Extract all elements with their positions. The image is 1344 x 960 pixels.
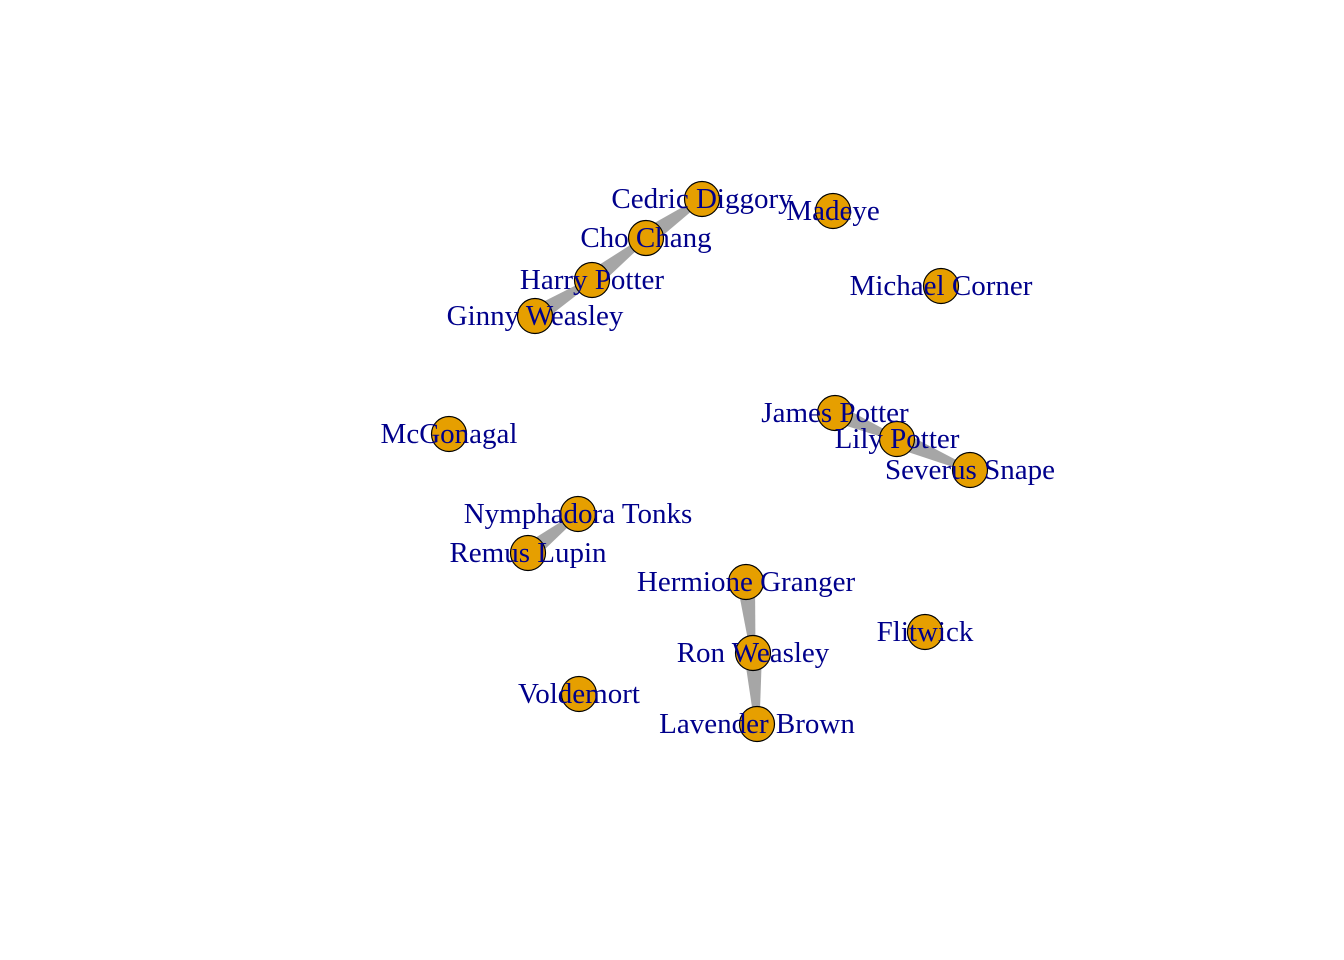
node-lavender (738, 705, 776, 743)
node-label-harry: Harry Potter (520, 264, 664, 296)
node-label-mcgonagal: McGonagal (381, 418, 518, 450)
node-lily (878, 420, 916, 458)
node-madeye (814, 192, 852, 230)
node-cho (627, 219, 665, 257)
node-james (816, 394, 854, 432)
node-severus (951, 451, 989, 489)
node-label-james: James Potter (761, 397, 909, 429)
node-label-voldemort: Voldemort (518, 678, 640, 710)
node-label-cedric: Cedric Diggory (611, 183, 793, 215)
node-ron (734, 634, 772, 672)
node-flitwick (906, 613, 944, 651)
node-label-remus: Remus Lupin (449, 537, 607, 569)
node-label-ginny: Ginny Weasley (447, 300, 624, 332)
node-voldemort (560, 675, 598, 713)
node-remus (509, 534, 547, 572)
node-label-flitwick: Flitwick (877, 616, 974, 648)
node-label-tonks: Nymphadora Tonks (464, 498, 693, 530)
node-label-hermione: Hermione Granger (637, 566, 856, 598)
node-hermione (727, 563, 765, 601)
node-label-severus: Severus Snape (885, 454, 1055, 486)
node-michael (922, 267, 960, 305)
node-layer (430, 180, 989, 743)
node-label-lily: Lily Potter (835, 423, 960, 455)
node-label-michael: Michael Corner (850, 270, 1033, 302)
node-label-madeye: Madeye (786, 195, 879, 227)
node-mcgonagal (430, 415, 468, 453)
node-ginny (516, 297, 554, 335)
node-harry (573, 261, 611, 299)
node-label-lavender: Lavender Brown (659, 708, 855, 740)
node-label-cho: Cho Chang (580, 222, 711, 254)
node-tonks (559, 495, 597, 533)
node-cedric (683, 180, 721, 218)
node-label-ron: Ron Weasley (677, 637, 830, 669)
